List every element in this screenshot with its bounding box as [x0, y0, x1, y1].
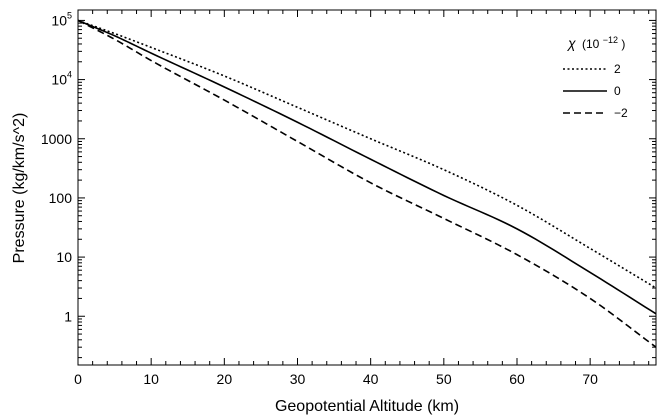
y-tick-label: 105	[51, 10, 72, 28]
x-tick-label: 10	[143, 371, 159, 387]
x-tick-label: 40	[363, 371, 379, 387]
legend-label-0: 2	[614, 62, 621, 76]
legend-label-1: 0	[614, 84, 621, 98]
legend-title-unit-close: )	[621, 37, 625, 51]
x-tick-label: 60	[509, 371, 525, 387]
legend: χ (10 −12 ) 2 0 −2	[563, 32, 628, 120]
plot-frame	[77, 9, 657, 366]
y-tick-label: 10	[56, 249, 72, 265]
legend-title-symbol: χ	[566, 35, 576, 51]
y-axis-label: Pressure (kg/km/s^2)	[11, 113, 28, 264]
y-tick-label-base: 10	[51, 12, 67, 28]
y-tick-label-exp: 5	[67, 10, 72, 20]
series-line-1	[77, 19, 657, 315]
y-tick-label: 1000	[41, 131, 72, 147]
legend-title-unit-base: (10	[582, 37, 600, 51]
y-tick-label-exp: 4	[67, 70, 72, 80]
legend-title-unit-exp: −12	[603, 35, 618, 45]
x-tick-label: 70	[582, 371, 598, 387]
x-tick-label: 50	[436, 371, 452, 387]
legend-entries: 2 0 −2	[563, 62, 628, 120]
series-line-2	[77, 19, 657, 348]
x-tick-label: 20	[217, 371, 233, 387]
y-tick-label-base: 10	[51, 72, 67, 88]
x-tick-label: 0	[74, 371, 82, 387]
x-tick-label: 30	[290, 371, 306, 387]
y-tick-label: 1	[64, 308, 72, 324]
legend-title: χ (10 −12 )	[566, 32, 625, 51]
legend-label-2: −2	[614, 106, 628, 120]
y-tick-label: 100	[49, 190, 73, 206]
x-axis-label: Geopotential Altitude (km)	[275, 398, 459, 415]
y-tick-label: 104	[51, 70, 72, 88]
series-line-0	[77, 19, 657, 289]
series-layer	[77, 19, 657, 348]
